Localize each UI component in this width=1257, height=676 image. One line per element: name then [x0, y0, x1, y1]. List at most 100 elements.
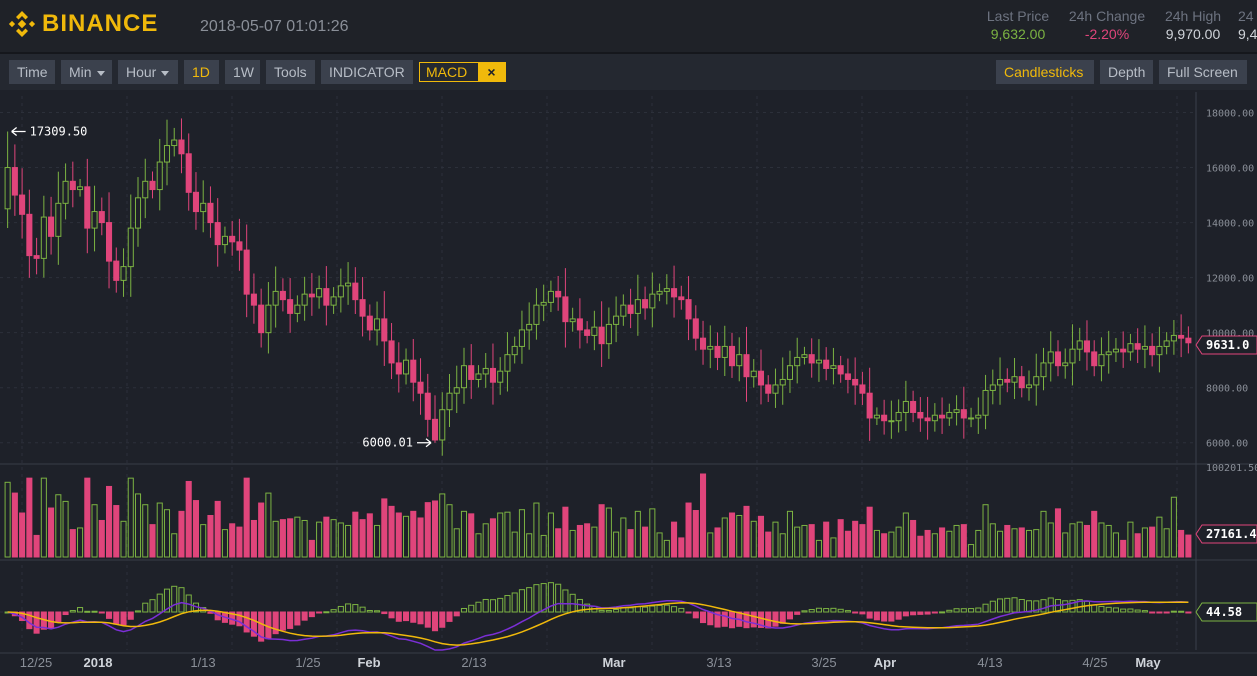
volume-bar	[337, 522, 344, 558]
time-tick-label: Mar	[602, 655, 625, 670]
candle-up	[91, 211, 98, 229]
binance-logo[interactable]: BINANCE	[8, 10, 158, 38]
candle-down	[98, 211, 105, 224]
volume-bar	[649, 508, 656, 558]
current-macd-tag-text: 44.58	[1206, 605, 1242, 619]
macd-histogram-bar	[678, 607, 685, 613]
macd-histogram-bar	[1040, 599, 1047, 613]
volume-bar	[1141, 527, 1148, 558]
candle-up	[1098, 354, 1105, 367]
macd-histogram-bar	[417, 611, 424, 625]
candle-up	[221, 235, 228, 246]
volume-bar	[4, 481, 11, 558]
macd-histogram-bar	[888, 611, 895, 622]
min-dropdown[interactable]: Min	[61, 60, 112, 84]
macd-histogram-bar	[960, 608, 967, 613]
macd-histogram-bar	[106, 611, 113, 619]
interval-1w-button[interactable]: 1W	[225, 60, 260, 84]
candle-down	[366, 315, 373, 331]
time-button[interactable]: Time	[9, 60, 55, 84]
macd-histogram-bar	[142, 602, 149, 613]
volume-bar	[91, 504, 98, 558]
macd-histogram-bar	[656, 604, 663, 613]
volume-bar	[55, 494, 62, 558]
candle-down	[1120, 348, 1127, 353]
volume-bar	[873, 529, 880, 558]
candle-up	[330, 296, 337, 306]
volume-bar	[475, 533, 482, 558]
candle-down	[279, 290, 286, 301]
volume-bar	[511, 531, 518, 558]
candle-up	[591, 326, 598, 336]
macd-histogram-bar	[794, 611, 801, 615]
volume-bar	[1134, 533, 1141, 558]
candle-down	[823, 359, 830, 369]
candle-up	[272, 290, 279, 306]
tools-button[interactable]: Tools	[266, 60, 315, 84]
macd-histogram-bar	[91, 610, 98, 613]
volume-bar	[410, 510, 417, 558]
macd-histogram-bar	[424, 611, 431, 628]
candle-down	[207, 202, 214, 224]
volume-bar	[374, 524, 381, 558]
candle-down	[185, 153, 192, 193]
volume-bar	[156, 502, 163, 558]
volume-bar	[924, 529, 931, 558]
macd-histogram-bar	[272, 611, 279, 635]
volume-bar	[185, 480, 192, 558]
macd-histogram-bar	[468, 604, 475, 613]
volume-bar	[1025, 529, 1033, 558]
macd-histogram-bar	[359, 606, 366, 613]
candle-down	[678, 296, 685, 301]
hour-dropdown[interactable]: Hour	[118, 60, 178, 84]
depth-button[interactable]: Depth	[1100, 60, 1153, 84]
candlestick-series	[4, 118, 1192, 456]
candle-up	[439, 409, 446, 441]
interval-1d-button[interactable]: 1D	[184, 60, 219, 84]
macd-remove-button[interactable]: ×	[478, 63, 505, 81]
volume-bar	[656, 532, 663, 558]
volume-bar	[127, 477, 134, 558]
candle-up	[265, 304, 272, 334]
candle-down	[1004, 378, 1011, 383]
macd-histogram-bar	[497, 597, 504, 613]
macd-histogram-bar	[823, 608, 830, 613]
fullscreen-button[interactable]: Full Screen	[1159, 60, 1247, 84]
volume-bar	[453, 528, 460, 558]
candle-up	[815, 359, 822, 364]
macd-histogram-bar	[1127, 608, 1134, 613]
macd-histogram-bar	[62, 611, 69, 616]
candle-up	[374, 318, 381, 331]
candlesticks-button[interactable]: Candlesticks	[996, 60, 1094, 84]
volume-bar	[794, 526, 801, 558]
candle-up	[1112, 348, 1119, 353]
volume-bar	[1127, 521, 1134, 558]
indicator-button[interactable]: INDICATOR	[321, 60, 413, 84]
volume-bar	[627, 529, 634, 558]
volume-bar	[881, 533, 888, 558]
macd-histogram-bar	[663, 604, 670, 613]
candle-up	[779, 378, 786, 386]
current-volume-tag: 27161.4	[1195, 524, 1257, 544]
macd-histogram-bar	[728, 611, 736, 629]
macd-histogram-bar	[1069, 599, 1076, 613]
candle-down	[555, 290, 562, 298]
volume-bar	[678, 537, 685, 558]
macd-chip-label: MACD	[426, 64, 468, 80]
macd-histogram-bar	[982, 603, 989, 613]
candle-down	[924, 417, 931, 422]
macd-histogram-bar	[1134, 609, 1141, 613]
macd-indicator-chip: MACD ×	[419, 62, 506, 82]
volume-bar	[171, 533, 178, 558]
volume-bar	[1112, 532, 1119, 558]
macd-histogram-bar	[685, 611, 692, 614]
macd-histogram-bar	[526, 587, 533, 613]
candle-down	[229, 235, 236, 243]
volume-series	[4, 473, 1192, 558]
price-chart[interactable]: 18000.00 16000.00 14000.00 12000.00 10000.00…	[0, 92, 1257, 676]
candle-up	[968, 417, 975, 420]
candle-up	[873, 414, 880, 419]
volume-bar	[910, 519, 917, 558]
candle-up	[403, 359, 410, 375]
candle-up	[801, 354, 808, 358]
